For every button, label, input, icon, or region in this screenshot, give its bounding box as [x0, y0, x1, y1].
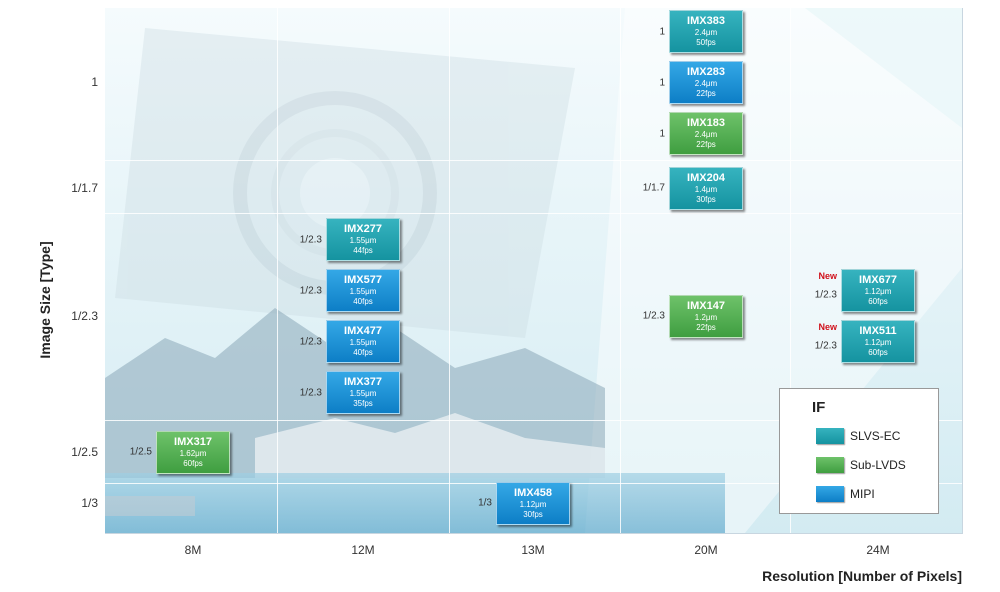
x-tick-label: 24M [866, 543, 890, 557]
sensor-name: IMX477 [344, 325, 382, 337]
sensor-frame-rate: 40fps [353, 348, 373, 357]
sensor-size-label: 1 [659, 26, 665, 37]
sensor-size-label: 1/2.3 [299, 285, 322, 296]
sensor-name: IMX383 [687, 15, 725, 27]
sensor-name: IMX377 [344, 376, 382, 388]
sensor-frame-rate: 30fps [696, 194, 716, 204]
sensor-pixel-size: 2.4μm [694, 28, 718, 37]
x-tick-label: 13M [521, 543, 545, 557]
grid-line [277, 8, 278, 533]
sensor-frame-rate: 30fps [523, 509, 543, 519]
legend-label: Sub-LVDS [850, 458, 906, 472]
sensor-pixel-size: 1.12μm [519, 499, 547, 509]
sensor-pixel-size: 1.4μm [694, 184, 718, 194]
sensor-imx511[interactable]: IMX511 1.12μm 60fps [841, 320, 915, 363]
legend-label: SLVS-EC [850, 429, 901, 443]
sensor-size-label: 1/2.5 [129, 446, 152, 458]
plot-area [105, 8, 963, 534]
sensor-pixel-size: 1.55μm [349, 389, 377, 398]
legend-item: SLVS-EC [816, 428, 900, 444]
sensor-pixel-size: 1.2μm [694, 312, 718, 322]
sensor-name: IMX204 [687, 171, 725, 184]
sensor-imx183[interactable]: IMX183 2.4μm 22fps [669, 112, 743, 155]
sensor-frame-rate: 35fps [353, 399, 373, 408]
sensor-size-label: 1 [659, 128, 665, 139]
legend-item: Sub-LVDS [816, 457, 906, 473]
sensor-name: IMX677 [859, 274, 897, 286]
sensor-frame-rate: 22fps [696, 322, 716, 332]
sensor-imx277[interactable]: IMX277 1.55μm 44fps [326, 218, 400, 261]
sensor-pixel-size: 1.12μm [864, 338, 892, 347]
y-tick-label: 1/2.3 [71, 309, 98, 323]
x-tick-label: 12M [351, 543, 375, 557]
sensor-name: IMX458 [514, 486, 552, 499]
sensor-name: IMX277 [344, 223, 382, 235]
sensor-frame-rate: 60fps [868, 348, 888, 357]
sensor-name: IMX183 [687, 117, 725, 129]
grid-line [105, 420, 962, 421]
legend-swatch [816, 486, 844, 502]
sensor-frame-rate: 22fps [696, 89, 716, 98]
legend-title: IF [812, 399, 826, 416]
sensor-name: IMX577 [344, 274, 382, 286]
sensor-pixel-size: 1.12μm [864, 287, 892, 296]
sensor-imx677[interactable]: IMX677 1.12μm 60fps [841, 269, 915, 312]
sensor-name: IMX147 [687, 299, 725, 312]
sensor-name: IMX511 [859, 325, 897, 337]
sensor-imx577[interactable]: IMX577 1.55μm 40fps [326, 269, 400, 312]
y-axis-label: Image Size [Type] [37, 241, 53, 359]
y-tick-label: 1/1.7 [71, 181, 98, 195]
sensor-size-label: 1 [659, 77, 665, 88]
sensor-imx147[interactable]: IMX147 1.2μm 22fps [669, 294, 743, 338]
sensor-pixel-size: 1.55μm [349, 338, 377, 347]
sensor-name: IMX283 [687, 66, 725, 78]
sensor-pixel-size: 1.62μm [179, 448, 207, 458]
new-badge: New [818, 271, 837, 281]
background-photo [105, 8, 962, 533]
sensor-size-label: 1/3 [478, 497, 492, 509]
sensor-frame-rate: 22fps [696, 140, 716, 149]
grid-line [105, 160, 962, 161]
sensor-frame-rate: 60fps [868, 297, 888, 306]
new-badge: New [818, 322, 837, 332]
grid-line [620, 8, 621, 533]
grid-line [449, 8, 450, 533]
sensor-frame-rate: 50fps [696, 38, 716, 47]
sensor-size-label: 1/2.3 [642, 310, 665, 322]
y-tick-label: 1/2.5 [71, 445, 98, 459]
sensor-imx283[interactable]: IMX283 2.4μm 22fps [669, 61, 743, 104]
sensor-size-label: 1/2.3 [299, 387, 322, 398]
grid-line [790, 8, 791, 533]
legend-swatch [816, 428, 844, 444]
sensor-frame-rate: 40fps [353, 297, 373, 306]
legend-swatch [816, 457, 844, 473]
x-tick-label: 20M [694, 543, 718, 557]
sensor-pixel-size: 2.4μm [694, 130, 718, 139]
sensor-pixel-size: 1.55μm [349, 287, 377, 296]
legend: IF SLVS-EC Sub-LVDS MIPI [779, 388, 939, 514]
y-tick-label: 1 [91, 75, 98, 89]
sensor-name: IMX317 [174, 435, 212, 448]
x-axis-label: Resolution [Number of Pixels] [762, 568, 962, 584]
sensor-imx458[interactable]: IMX458 1.12μm 30fps [496, 481, 570, 525]
y-tick-label: 1/3 [81, 496, 98, 510]
sensor-imx377[interactable]: IMX377 1.55μm 35fps [326, 371, 400, 414]
sensor-size-label: 1/1.7 [642, 182, 665, 194]
sensor-imx383[interactable]: IMX383 2.4μm 50fps [669, 10, 743, 53]
sensor-size-label: 1/2.3 [299, 336, 322, 347]
sensor-frame-rate: 60fps [183, 458, 203, 468]
sensor-imx317[interactable]: IMX317 1.62μm 60fps [156, 430, 230, 474]
grid-line [105, 213, 962, 214]
sensor-imx204[interactable]: IMX204 1.4μm 30fps [669, 166, 743, 210]
legend-label: MIPI [850, 487, 875, 501]
sensor-frame-rate: 44fps [353, 246, 373, 255]
sensor-size-label: 1/2.3 [814, 340, 837, 351]
sensor-size-label: 1/2.3 [814, 289, 837, 300]
x-tick-label: 8M [184, 543, 202, 557]
sensor-pixel-size: 2.4μm [694, 79, 718, 88]
legend-item: MIPI [816, 486, 875, 502]
sensor-pixel-size: 1.55μm [349, 236, 377, 245]
sensor-size-label: 1/2.3 [299, 234, 322, 245]
sensor-imx477[interactable]: IMX477 1.55μm 40fps [326, 320, 400, 363]
